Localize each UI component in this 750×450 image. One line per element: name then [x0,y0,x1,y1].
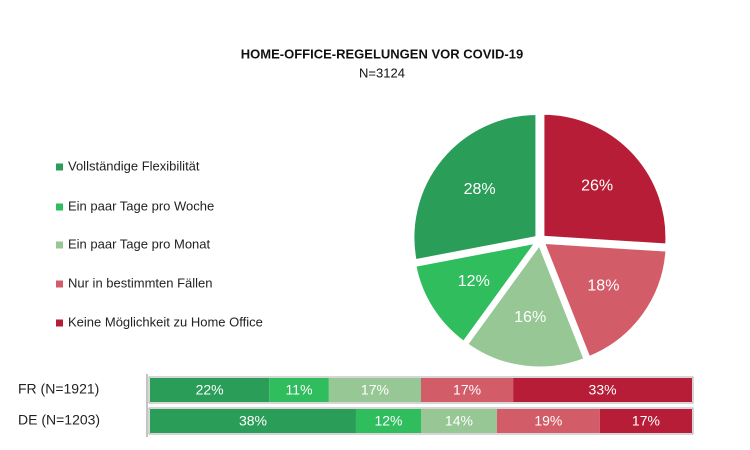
legend-swatch [56,319,63,327]
bar-label: 38% [239,413,267,429]
pie-slice [540,240,669,360]
bar-label: 12% [374,413,402,429]
bar-label: 17% [361,382,389,398]
bar-segment [599,409,692,433]
bar-label: 11% [286,382,313,398]
pie-slice [411,111,539,263]
bar-label: 17% [632,413,660,429]
bar-label: 19% [534,413,562,429]
slice-label: 26% [581,178,613,195]
bar-segment [150,409,356,433]
row-frame [148,376,694,404]
legend-label: Vollständige Flexibilität [68,158,200,173]
legend-label: Keine Möglichkeit zu Home Office [68,314,263,329]
bar-segment [269,378,329,402]
legend-label: Ein paar Tage pro Monat [68,236,211,251]
chart-title: HOME-OFFICE-REGELUNGEN VOR COVID-19 [241,46,523,61]
legend-label: Ein paar Tage pro Woche [68,198,214,213]
bar-segment [150,378,270,402]
bar-segment [421,409,497,433]
slice-label: 18% [587,277,619,294]
slice-label: 16% [514,309,546,326]
slice-label: 12% [458,273,490,290]
bar-segment [421,378,514,402]
legend-swatch [56,280,63,288]
slice-label: 28% [464,181,496,198]
bar-segment [328,378,421,402]
bar-label: 22% [196,382,224,398]
pie-slice [541,111,669,247]
row-label: FR (N=1921) [18,381,99,397]
bar-segment [513,378,692,402]
bar-segment [355,409,421,433]
bar-segment [496,409,600,433]
legend-swatch [56,241,63,249]
pie-slice [413,239,541,345]
bar-label: 17% [453,382,481,398]
legend-label: Nur in bestimmten Fällen [68,275,213,290]
row-label: DE (N=1203) [18,412,100,428]
row-frame [148,407,694,435]
pie-slice [464,240,588,370]
legend-swatch [56,203,63,211]
bar-label: 33% [589,382,617,398]
chart-subtitle: N=3124 [359,65,405,80]
legend-swatch [56,163,63,171]
bar-label: 14% [445,413,473,429]
